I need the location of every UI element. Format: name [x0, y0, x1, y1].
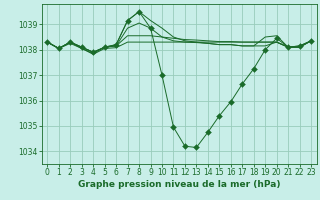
X-axis label: Graphe pression niveau de la mer (hPa): Graphe pression niveau de la mer (hPa) — [78, 180, 280, 189]
